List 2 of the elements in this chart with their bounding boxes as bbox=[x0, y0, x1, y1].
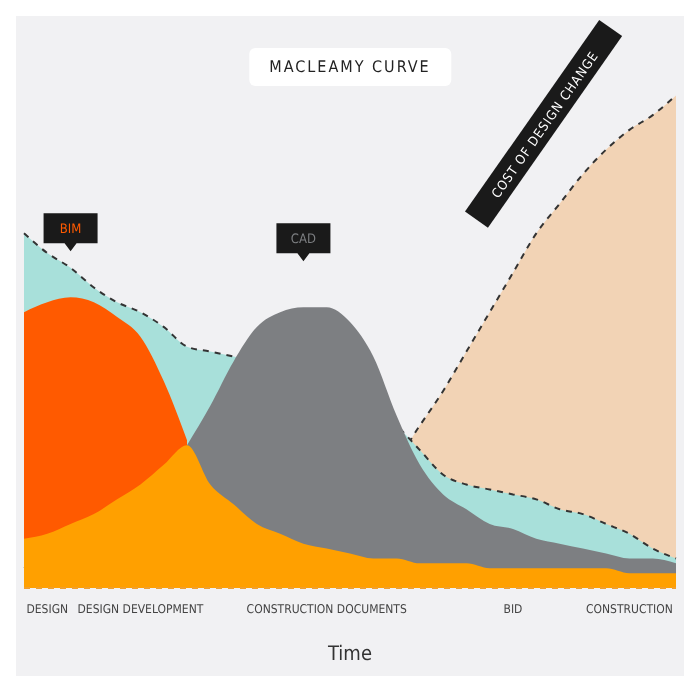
chart-title: MACLEAMY CURVE bbox=[249, 48, 451, 86]
x-axis-title: Time bbox=[326, 644, 373, 666]
